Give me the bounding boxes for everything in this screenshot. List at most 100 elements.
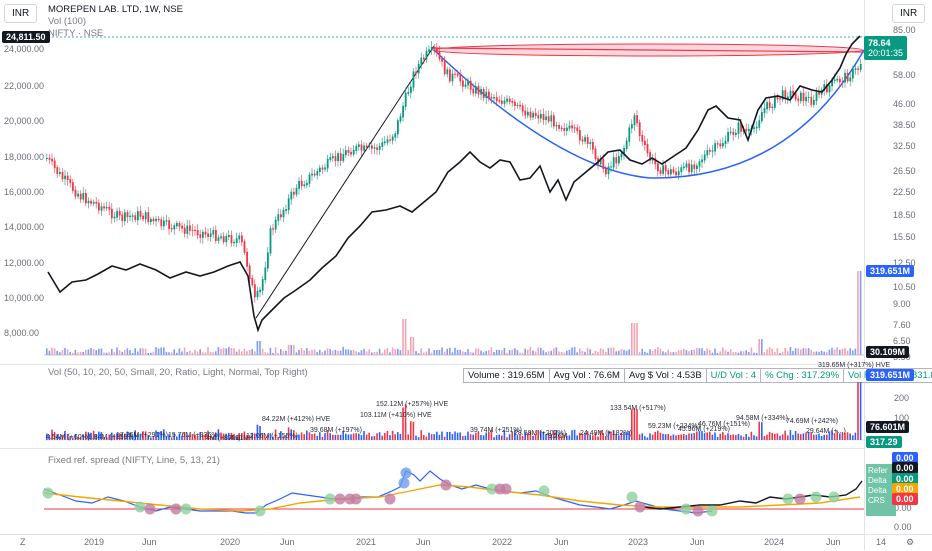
candle-body [610, 166, 612, 168]
volume-pane-bar [272, 436, 274, 440]
volume-pane-bar [251, 432, 253, 440]
volume-pane-bar [550, 434, 552, 440]
spread-marker [706, 505, 718, 517]
volume-bar [144, 348, 147, 355]
candle-body [254, 284, 256, 298]
volume-bar [459, 349, 461, 355]
volume-bar [527, 349, 529, 355]
candle-body [378, 145, 381, 150]
candle-body [482, 89, 485, 99]
spread-pane-chart[interactable] [0, 449, 864, 534]
volume-bar [186, 352, 188, 355]
volume-bar [371, 352, 373, 355]
volume-stats: Volume : 319.65M Avg Vol : 76.6M Avg $ V… [463, 368, 932, 383]
candle-body [176, 223, 178, 227]
candle-body [534, 112, 537, 117]
candle-body [319, 167, 321, 173]
volume-pane-bar [371, 436, 373, 440]
volume-pane-bar [742, 436, 745, 440]
volume-bar [183, 347, 186, 355]
candle-body [272, 228, 274, 230]
price-axis[interactable]: 85.00 58.00 46.00 38.50 32.50 26.50 22.5… [864, 0, 932, 550]
candle-body [433, 46, 436, 49]
volume-bar [87, 349, 90, 355]
volume-pane-chart[interactable] [0, 382, 864, 444]
candle-body [768, 102, 771, 109]
volume-pane-bar [53, 431, 56, 440]
volume-pane-bar [298, 434, 300, 440]
candle-body [446, 69, 449, 75]
volume-pane-bar [248, 435, 251, 440]
volume-bar [462, 351, 464, 355]
volume-pane-bar [186, 435, 188, 440]
volume-bar [659, 348, 662, 355]
timezone-icon[interactable]: Z [20, 537, 26, 547]
candle-body [846, 72, 849, 82]
volume-bar [823, 351, 825, 355]
pane-separator[interactable] [0, 448, 864, 449]
volume-bar [464, 351, 467, 355]
stat-avg-dollar-vol: Avg $ Vol : 4.53B [623, 368, 707, 383]
volume-bars [46, 271, 862, 355]
volume-bar [126, 348, 129, 355]
volume-bar [378, 348, 381, 355]
candle-body [664, 165, 667, 172]
time-axis[interactable]: Z 2019 Jun 2020 Jun 2021 Jun 2022 Jun 20… [0, 534, 932, 551]
volume-pane-bar [137, 434, 139, 440]
volume-pane-bar [558, 435, 560, 440]
settings-icon[interactable]: ⚙ [906, 537, 915, 547]
candle-body [763, 108, 766, 114]
volume-pane-bar [716, 436, 719, 440]
candle-body [92, 201, 95, 204]
volume-bar [532, 350, 534, 355]
candle-body [61, 172, 64, 180]
volume-bar [316, 352, 318, 355]
currency-button-right[interactable]: INR [892, 4, 926, 23]
volume-bar [176, 352, 178, 355]
vol-annotation: 9.26M [548, 433, 568, 440]
volume-bar [800, 349, 802, 355]
volume-bar [753, 352, 755, 355]
candle-body [542, 114, 545, 120]
volume-bar [482, 352, 485, 355]
volume-bar [506, 352, 508, 355]
candle-body [547, 116, 550, 122]
volume-pane-bar [430, 434, 433, 440]
candle-body [386, 139, 389, 143]
volume-bar [573, 347, 576, 355]
volume-bar [696, 348, 698, 355]
candle-body [524, 110, 527, 116]
candle-body [836, 78, 839, 81]
candle-body [451, 73, 454, 82]
volume-bar [618, 350, 620, 355]
candle-body [147, 212, 150, 223]
candle-body [631, 124, 633, 129]
candle-body [618, 156, 620, 164]
candle-body [748, 129, 750, 132]
volume-pane-bar [454, 431, 456, 440]
price-chart[interactable] [0, 0, 864, 364]
volume-bar [404, 319, 407, 355]
pane-separator[interactable] [0, 364, 864, 365]
volume-bar [722, 347, 724, 355]
volume-pane-bar [90, 432, 92, 440]
candle-body [469, 80, 472, 90]
volume-bar [651, 350, 654, 355]
candle-body [137, 211, 139, 221]
currency-button-left[interactable]: INR [4, 4, 38, 23]
candle-body [98, 202, 100, 211]
candle-body [124, 212, 126, 222]
volume-pane-bar [514, 430, 516, 440]
volume-pane-bar [566, 435, 568, 440]
candle-body [638, 122, 641, 137]
volume-bar [277, 352, 279, 355]
volume-pane-bar [831, 430, 833, 440]
volume-bar [415, 351, 417, 355]
candle-body [189, 225, 191, 231]
candle-body [849, 77, 852, 82]
volume-bar [503, 348, 506, 355]
volume-bar [56, 350, 58, 355]
volume-pane-bar [425, 436, 428, 440]
volume-pane-bar [204, 434, 207, 440]
volume-bar [789, 347, 792, 355]
